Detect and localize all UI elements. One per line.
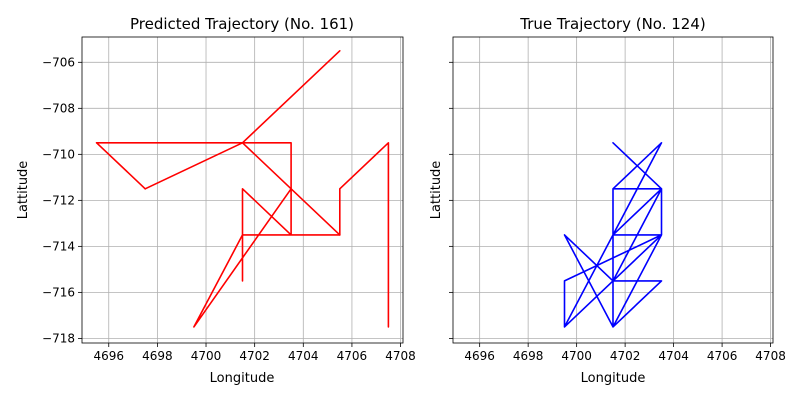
grid xyxy=(82,37,403,343)
predicted-trajectory-panel: Predicted Trajectory (No. 161) 4696 4698 4… xyxy=(16,15,416,386)
y-tick-label: −718 xyxy=(42,331,75,345)
x-tick-label: 4698 xyxy=(142,349,173,363)
x-tick-label: 4702 xyxy=(239,349,270,363)
x-tick-label: 4696 xyxy=(464,349,495,363)
series-layer xyxy=(563,142,663,328)
chart-title: Predicted Trajectory (No. 161) xyxy=(130,15,354,33)
y-tick-label: −710 xyxy=(42,147,75,161)
plot-frame xyxy=(452,36,774,344)
trajectory-line xyxy=(95,142,146,190)
x-axis-label: Longitude xyxy=(210,371,275,386)
x-tick-label: 4700 xyxy=(191,349,222,363)
y-tick-label: −714 xyxy=(42,239,75,253)
x-tick-label: 4704 xyxy=(288,349,319,363)
y-tick-label: −716 xyxy=(42,285,75,299)
tick-layer: 4696 4698 4700 4702 4704 4706 4708 −706 −708 −710… xyxy=(42,55,416,363)
x-tick-label: 4702 xyxy=(610,349,641,363)
x-tick-label: 4704 xyxy=(658,349,689,363)
y-tick-label: −706 xyxy=(42,55,75,69)
plot-frame xyxy=(81,36,404,344)
y-tick-label: −708 xyxy=(42,101,75,115)
x-tick-label: 4696 xyxy=(93,349,124,363)
y-axis-label: Lattitude xyxy=(16,161,31,220)
x-tick-label: 4698 xyxy=(513,349,544,363)
x-tick-label: 4708 xyxy=(755,349,786,363)
trajectory-line xyxy=(144,142,341,236)
x-tick-label: 4700 xyxy=(561,349,592,363)
trajectory-line xyxy=(563,142,663,328)
x-axis-label: Longitude xyxy=(581,371,646,386)
y-tick-label: −712 xyxy=(42,193,75,207)
y-axis-label: Lattitude xyxy=(429,161,444,220)
series-layer xyxy=(95,49,390,328)
tick-layer: 4696 4698 4700 4702 4704 4706 4708 xyxy=(449,61,786,363)
chart-title: True Trajectory (No. 124) xyxy=(519,15,705,33)
x-tick-label: 4706 xyxy=(337,349,368,363)
x-tick-label: 4708 xyxy=(385,349,416,363)
true-trajectory-panel: True Trajectory (No. 124) 4696 4698 4700 47… xyxy=(429,15,786,386)
x-tick-label: 4706 xyxy=(707,349,738,363)
trajectory-line xyxy=(95,49,390,328)
